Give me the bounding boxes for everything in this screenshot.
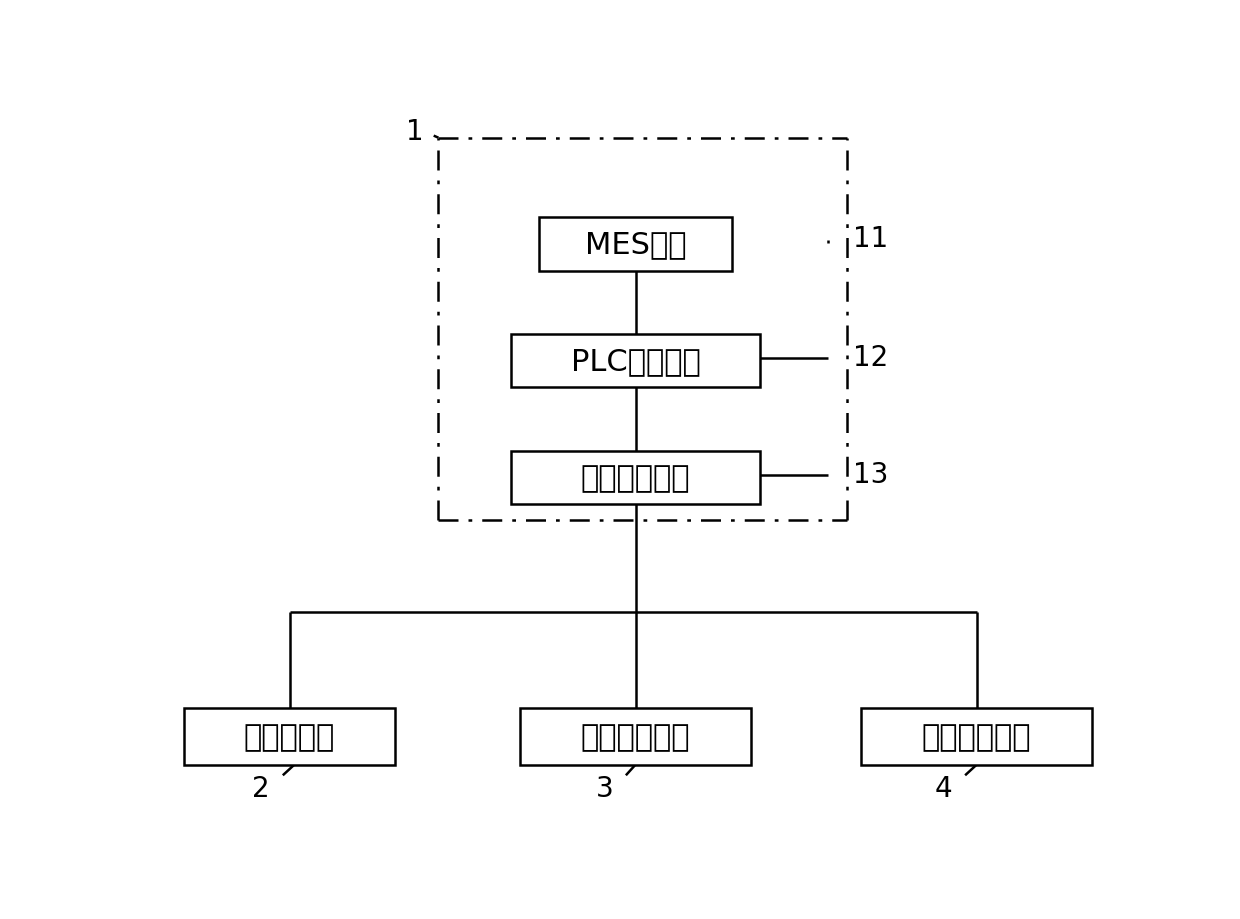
Bar	[539, 218, 732, 271]
Bar	[862, 709, 1092, 765]
Text: PLC控制单元: PLC控制单元	[570, 347, 701, 376]
Text: 胶条缓存装置: 胶条缓存装置	[921, 722, 1032, 751]
Bar	[184, 709, 396, 765]
Text: 运动控制单元: 运动控制单元	[580, 464, 691, 493]
Text: 3: 3	[596, 774, 614, 802]
Bar	[511, 335, 760, 388]
Text: 13: 13	[853, 460, 889, 488]
Bar	[511, 452, 760, 505]
Text: 胶条粘接装置: 胶条粘接装置	[580, 722, 691, 751]
Text: 12: 12	[853, 344, 889, 371]
Text: 1: 1	[405, 118, 423, 145]
Text: 2: 2	[252, 774, 269, 802]
Text: 机器人装置: 机器人装置	[244, 722, 335, 751]
Text: 4: 4	[934, 774, 952, 802]
Text: 11: 11	[853, 225, 889, 253]
Bar	[521, 709, 751, 765]
Text: MES单元: MES单元	[585, 231, 686, 259]
